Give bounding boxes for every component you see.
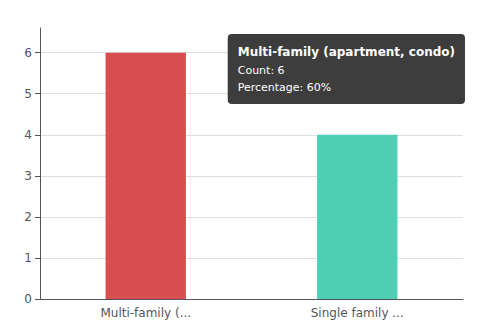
svg-text:2: 2 [24, 210, 32, 224]
svg-text:5: 5 [24, 87, 32, 101]
svg-text:Multi-family (apartment, condo: Multi-family (apartment, condo) [238, 45, 455, 59]
svg-text:3: 3 [24, 169, 32, 183]
svg-text:1: 1 [24, 251, 32, 265]
svg-text:0: 0 [24, 292, 32, 306]
svg-text:6: 6 [24, 46, 32, 60]
svg-text:4: 4 [24, 128, 32, 142]
svg-text:Percentage: 60%: Percentage: 60% [238, 81, 332, 94]
svg-text:Count: 6: Count: 6 [238, 64, 285, 77]
svg-text:Single family ...: Single family ... [311, 306, 404, 320]
svg-text:Multi-family (...: Multi-family (... [100, 306, 191, 320]
